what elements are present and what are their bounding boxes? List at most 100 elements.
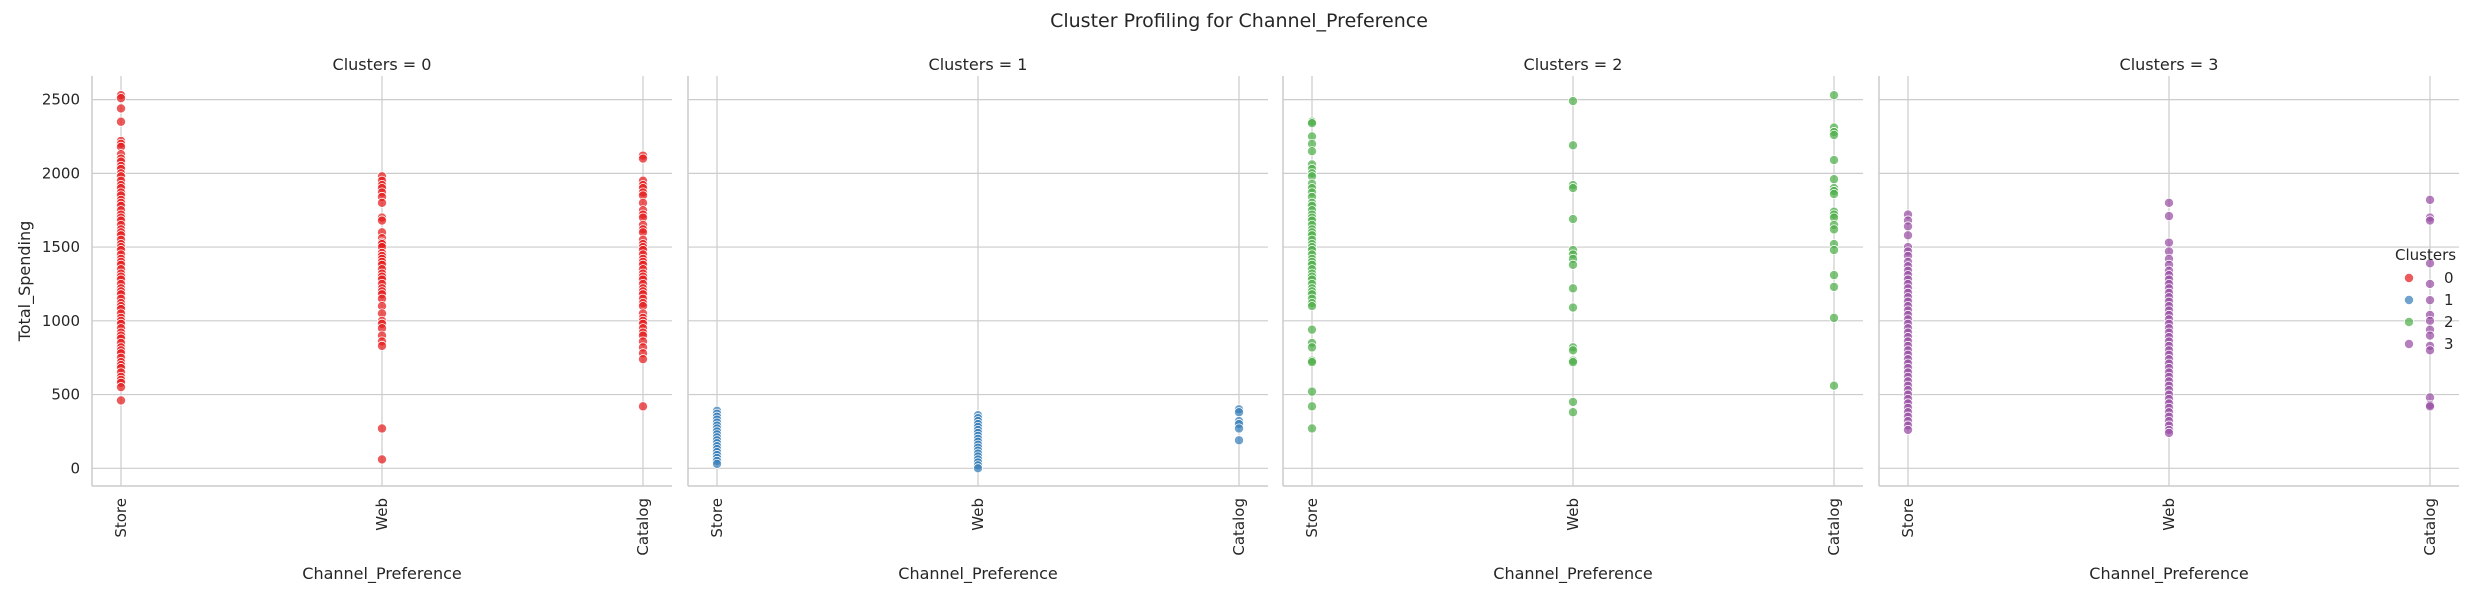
panel-title: Clusters = 2	[1524, 55, 1623, 74]
legend-label-0: 0	[2444, 269, 2454, 287]
data-point	[1568, 345, 1579, 356]
data-point	[1829, 155, 1840, 166]
data-point	[116, 116, 127, 127]
data-point	[1307, 357, 1318, 368]
x-tick-label: Catalog	[1230, 498, 1248, 556]
data-point	[1307, 324, 1318, 335]
data-point	[376, 454, 387, 465]
legend-label-1: 1	[2444, 291, 2454, 309]
data-point	[1903, 424, 1914, 435]
data-point	[1568, 259, 1579, 270]
legend-marker-3	[2403, 338, 2414, 349]
data-point	[2424, 194, 2435, 205]
data-point	[1568, 396, 1579, 407]
data-point	[712, 458, 723, 469]
facet-panel-1: Store Web Catalog Clusters = 1 Channel_Prefe…	[687, 55, 1268, 584]
legend-label-2: 2	[2444, 313, 2454, 331]
x-axis-label: Channel_Preference	[302, 564, 461, 584]
x-tick-label: Web	[373, 498, 391, 531]
data-point	[2424, 278, 2435, 289]
data-point	[2163, 237, 2174, 248]
data-point	[1568, 283, 1579, 294]
legend-marker-2	[2403, 316, 2414, 327]
data-point	[1234, 435, 1245, 446]
y-tick-label: 2500	[42, 91, 80, 109]
x-tick-label: Store	[708, 498, 726, 538]
x-tick-label: Catalog	[2421, 498, 2439, 556]
x-tick-label: Web	[969, 498, 987, 531]
data-point	[1234, 423, 1245, 434]
data-point	[1829, 224, 1840, 235]
data-point	[1568, 407, 1579, 418]
x-axis-label: Channel_Preference	[898, 564, 1057, 584]
data-point	[1829, 90, 1840, 101]
legend-label-3: 3	[2444, 335, 2454, 353]
y-tick-label: 1500	[42, 238, 80, 256]
x-tick-label: Store	[1303, 498, 1321, 538]
data-point	[1829, 245, 1840, 256]
data-point	[1307, 301, 1318, 312]
data-point	[116, 395, 127, 406]
data-point	[1829, 188, 1840, 199]
facet-panels: 0 500 1000 1500 2000 2500 Store Web Catalog Clust…	[15, 55, 2459, 584]
legend-title: Clusters	[2395, 246, 2456, 264]
data-point	[638, 354, 649, 365]
y-axis-label: Total_Spending	[15, 221, 35, 343]
data-point	[2424, 315, 2435, 326]
x-tick-label: Catalog	[634, 498, 652, 556]
x-axis-label: Channel_Preference	[2089, 564, 2248, 584]
data-point	[973, 463, 984, 474]
data-point	[376, 215, 387, 226]
data-point	[1307, 342, 1318, 353]
data-point	[116, 382, 127, 393]
data-point	[1568, 140, 1579, 151]
data-point	[638, 153, 649, 164]
data-point	[1568, 357, 1579, 368]
data-point	[2424, 330, 2435, 341]
data-point	[1234, 407, 1245, 418]
data-point	[1829, 129, 1840, 140]
x-tick-label: Store	[112, 498, 130, 538]
panel-title: Clusters = 1	[929, 55, 1028, 74]
data-point	[2163, 197, 2174, 208]
data-point	[1903, 230, 1914, 241]
data-point	[1829, 174, 1840, 185]
legend-marker-1	[2403, 294, 2414, 305]
data-point	[1307, 146, 1318, 157]
data-point	[1307, 386, 1318, 397]
x-tick-label: Web	[1564, 498, 1582, 531]
data-point	[1568, 214, 1579, 225]
panel-title: Clusters = 3	[2120, 55, 2219, 74]
data-point	[376, 423, 387, 434]
data-point	[116, 93, 127, 104]
data-point	[1568, 302, 1579, 313]
facet-panel-2: Store Web Catalog Clusters = 2 Channel_Prefe…	[1282, 55, 1863, 584]
data-point	[1568, 183, 1579, 194]
x-tick-label: Web	[2160, 498, 2178, 531]
panel-title: Clusters = 0	[333, 55, 432, 74]
data-point	[2424, 345, 2435, 356]
data-point	[376, 197, 387, 208]
data-point	[1903, 221, 1914, 232]
data-point	[1568, 96, 1579, 107]
data-point	[2424, 258, 2435, 269]
data-point	[1829, 312, 1840, 323]
y-tick-label: 1000	[42, 312, 80, 330]
data-point	[1307, 118, 1318, 129]
x-tick-label: Catalog	[1825, 498, 1843, 556]
data-point	[2424, 295, 2435, 306]
data-point	[638, 401, 649, 412]
facet-panel-0: 0 500 1000 1500 2000 2500 Store Web Catalog Clust…	[15, 55, 672, 584]
data-point	[376, 340, 387, 351]
data-point	[116, 103, 127, 114]
data-point	[1307, 423, 1318, 434]
data-point	[1307, 401, 1318, 412]
x-tick-label: Store	[1899, 498, 1917, 538]
data-point	[2424, 401, 2435, 412]
legend: Clusters 0 1 2 3	[2395, 246, 2456, 353]
facet-panel-3: Store Web Catalog Clusters = 3 Channel_Prefe…	[1878, 55, 2459, 584]
x-axis-label: Channel_Preference	[1493, 564, 1652, 584]
figure-title: Cluster Profiling for Channel_Preference	[1050, 10, 1428, 32]
legend-marker-0	[2403, 272, 2414, 283]
